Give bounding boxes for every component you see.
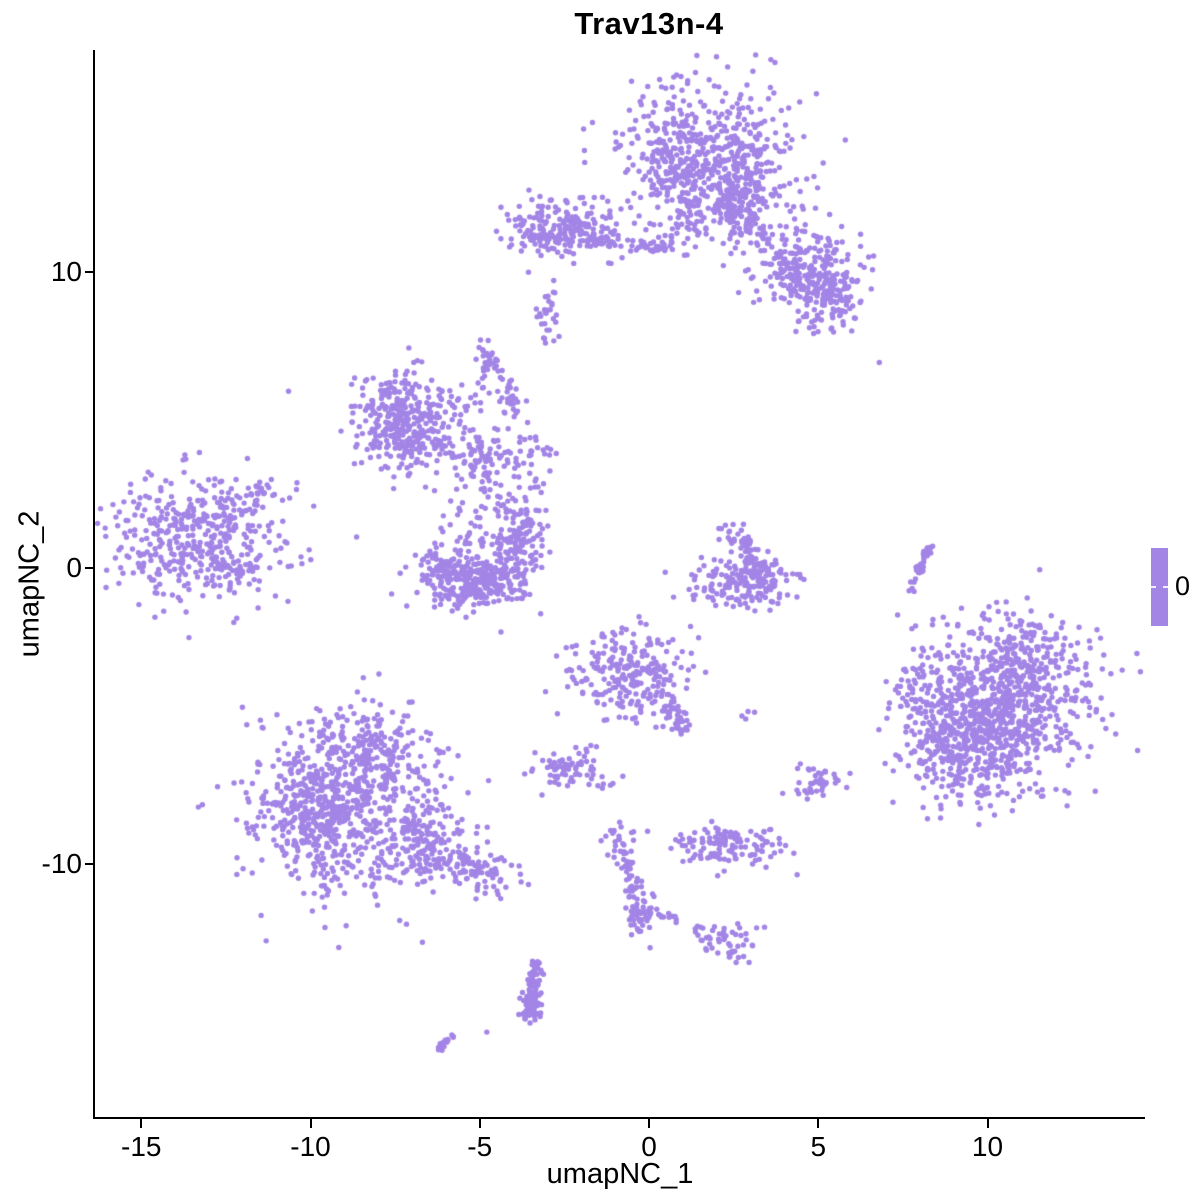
x-axis-line [93,1117,1145,1119]
x-tick [986,1119,989,1128]
x-tick-label: -5 [467,1131,493,1162]
x-tick-label: 0 [641,1131,657,1162]
y-tick [85,863,94,865]
x-tick [478,1119,481,1128]
x-tick-label: -15 [121,1131,162,1162]
x-tick [648,1119,650,1128]
y-tick-label: 0 [66,552,82,583]
chart-title: Trav13n-4 [574,6,724,41]
x-tick-label: 5 [810,1131,827,1162]
legend-colorbar-tick [1151,586,1156,588]
x-tick-label: -10 [290,1131,331,1162]
legend-label: 0 [1175,570,1191,601]
y-tick [85,567,94,569]
x-tick [817,1119,820,1128]
plot-panel [95,50,1145,1118]
x-tick [309,1119,312,1128]
y-tick-label: 10 [50,256,82,287]
legend-colorbar [1151,548,1168,626]
y-tick [85,271,94,273]
y-tick-label: -10 [41,848,82,879]
y-axis-line [93,50,95,1119]
x-axis-title: umapNC_1 [546,1158,694,1190]
scatter-canvas [95,50,1145,1118]
x-tick-label: 10 [971,1131,1004,1162]
legend-colorbar-tick [1163,586,1168,588]
x-tick [140,1119,143,1128]
y-axis-title: umapNC_2 [13,510,46,658]
